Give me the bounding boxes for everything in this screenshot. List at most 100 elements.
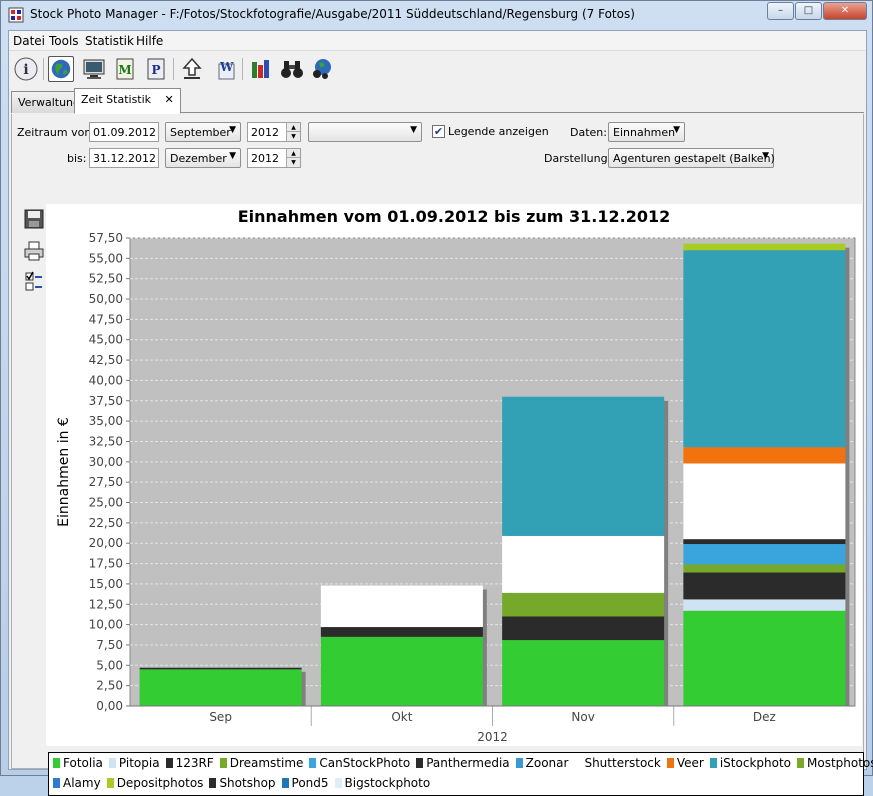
save-icon[interactable] <box>22 208 46 230</box>
data-select[interactable]: Einnahmen ▼ <box>608 122 685 142</box>
y-tick-label: 35,00 <box>89 414 123 428</box>
to-month-select[interactable]: Dezember ▼ <box>165 148 241 168</box>
from-date-input[interactable]: 01.09.2012 <box>89 122 159 142</box>
bar-segment <box>320 585 483 628</box>
svg-text:P: P <box>151 63 160 77</box>
bar-segment <box>502 396 665 536</box>
legend-swatch <box>416 758 424 768</box>
minimize-button[interactable]: – <box>767 2 794 20</box>
chevron-down-icon: ▼ <box>229 151 236 161</box>
menu-datei[interactable]: Datei <box>13 34 46 48</box>
m-document-icon[interactable]: M <box>112 56 138 82</box>
menu-hilfe[interactable]: Hilfe <box>136 34 164 48</box>
to-label: bis: <box>67 152 87 165</box>
y-tick-label: 7,50 <box>96 638 123 652</box>
spinner-down-icon[interactable]: ▼ <box>286 132 300 141</box>
legend-swatch <box>515 758 523 768</box>
data-select-value: Einnahmen <box>613 126 676 139</box>
legend-label: Dreamstime <box>229 756 304 770</box>
legend-item: iStockphoto <box>709 756 791 770</box>
globe-icon[interactable] <box>48 56 74 82</box>
menu-bar: Datei Tools Statistik Hilfe <box>9 31 866 51</box>
legend-label: Pitopia <box>118 756 160 770</box>
legend-label: Fotolia <box>63 756 103 770</box>
statistics-panel: Zeitraum von: 01.09.2012 September ▼ 2012… <box>11 114 873 796</box>
x-tick-label: Nov <box>571 710 594 724</box>
tab-verwaltung[interactable]: Verwaltung <box>11 91 87 113</box>
spinner-up-icon[interactable]: ▲ <box>286 149 300 158</box>
svg-text:i: i <box>23 62 28 78</box>
tab-label: Zeit Statistik <box>81 93 152 106</box>
info-icon[interactable]: i <box>13 56 39 82</box>
word-export-icon[interactable]: W <box>211 56 237 82</box>
y-tick-label: 37,50 <box>89 394 123 408</box>
legend-swatch <box>666 758 674 768</box>
legend-item: Shotshop <box>209 776 276 790</box>
display-select[interactable]: Agenturen gestapelt (Balken) ▼ <box>608 148 775 168</box>
y-tick-label: 22,50 <box>89 516 123 530</box>
maximize-button[interactable]: □ <box>795 2 822 20</box>
legend-item: Shutterstock <box>574 756 661 770</box>
legend-swatch <box>281 778 289 788</box>
bar-segment <box>683 572 846 600</box>
legend-label: 123RF <box>175 756 214 770</box>
y-tick-label: 15,00 <box>89 577 123 591</box>
checklist-icon[interactable] <box>22 270 46 292</box>
spinner-down-icon[interactable]: ▼ <box>286 158 300 167</box>
binoculars-icon[interactable] <box>279 56 305 82</box>
close-button[interactable]: ✕ <box>823 2 867 20</box>
spinner-up-icon[interactable]: ▲ <box>286 123 300 132</box>
legend-item: CanStockPhoto <box>309 756 410 770</box>
menu-statistik[interactable]: Statistik <box>85 34 134 48</box>
legend-label: Alamy <box>63 776 101 790</box>
legend-label: Veer <box>676 756 704 770</box>
legend-swatch <box>709 758 717 768</box>
extra-select[interactable]: ▼ <box>308 122 422 142</box>
legend-swatch <box>574 758 582 768</box>
search-globe-icon[interactable] <box>309 56 335 82</box>
chart-legend: Fotolia Pitopia 123RF Dreamstime CanStockPho… <box>48 752 873 796</box>
tab-close-icon[interactable]: ✕ <box>164 93 174 106</box>
legend-checkbox[interactable]: ✔ <box>432 125 445 138</box>
to-year-spinner[interactable]: 2012 ▲ ▼ <box>247 148 301 168</box>
to-date-input[interactable]: 31.12.2012 <box>89 148 159 168</box>
legend-swatch <box>797 758 804 768</box>
legend-label: Zoonar <box>525 756 569 770</box>
svg-text:W: W <box>219 60 234 74</box>
legend-item: Bigstockphoto <box>334 776 430 790</box>
monitor-icon[interactable] <box>81 56 107 82</box>
legend-item: Panthermedia <box>416 756 510 770</box>
bar-segment <box>320 636 483 706</box>
x-tick-label: Okt <box>391 710 412 724</box>
print-icon[interactable] <box>22 240 46 262</box>
legend-label: Shotshop <box>219 776 276 790</box>
y-tick-label: 27,50 <box>89 475 123 489</box>
bar-segment <box>320 627 483 637</box>
menu-tools[interactable]: Tools <box>49 34 79 48</box>
y-tick-label: 55,00 <box>89 251 123 265</box>
legend-label: CanStockPhoto <box>319 756 411 770</box>
chevron-down-icon: ▼ <box>762 151 769 161</box>
y-tick-label: 17,50 <box>89 557 123 571</box>
upload-icon[interactable] <box>179 56 205 82</box>
legend-swatch <box>219 758 227 768</box>
bar-segment <box>139 669 302 706</box>
title-bar[interactable]: Stock Photo Manager - F:/Fotos/Stockfoto… <box>1 1 872 29</box>
legend-item: 123RF <box>165 756 214 770</box>
data-label: Daten: <box>570 126 607 139</box>
from-year-spinner[interactable]: 2012 ▲ ▼ <box>247 122 301 142</box>
legend-label: Depositphotos <box>116 776 204 790</box>
y-tick-label: 45,00 <box>89 333 123 347</box>
legend-label: Shutterstock <box>584 756 661 770</box>
legend-item: Fotolia <box>53 756 103 770</box>
y-tick-label: 5,00 <box>96 658 123 672</box>
legend-label: Legende anzeigen <box>448 125 549 138</box>
x-tick-label: Sep <box>209 710 232 724</box>
bar-chart-icon[interactable] <box>248 56 274 82</box>
from-month-select[interactable]: September ▼ <box>165 122 241 142</box>
tab-zeit-statistik[interactable]: Zeit Statistik ✕ <box>74 88 181 114</box>
from-year-value: 2012 <box>251 126 279 139</box>
p-document-icon[interactable]: P <box>143 56 169 82</box>
chevron-down-icon: ▼ <box>673 125 680 135</box>
